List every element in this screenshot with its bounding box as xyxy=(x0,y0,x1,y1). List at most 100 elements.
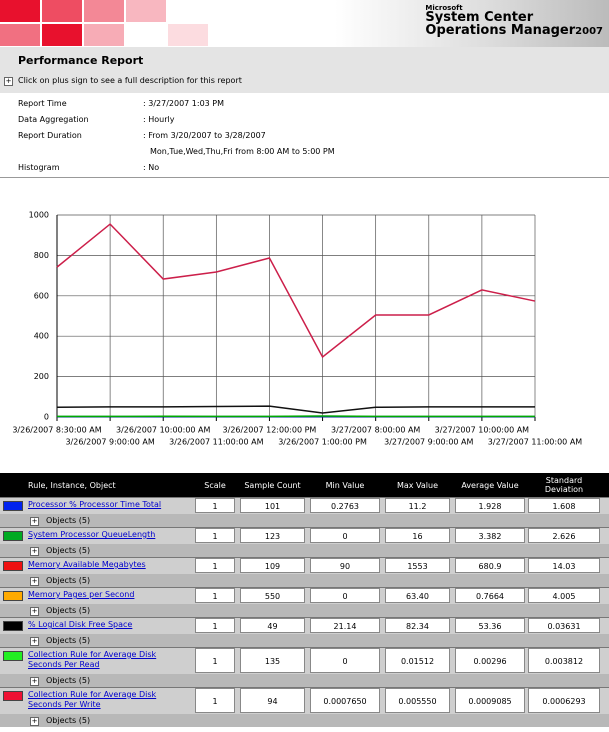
objects-link[interactable]: Objects (5) xyxy=(46,546,91,555)
table-cell: 1 xyxy=(195,618,235,633)
rule-name[interactable]: Processor % Processor Time Total xyxy=(28,500,162,509)
y-tick-label: 400 xyxy=(34,332,49,341)
rule-name[interactable]: Collection Rule for Average Disk Seconds… xyxy=(28,650,157,669)
table-cell: 16 xyxy=(385,528,450,543)
objects-row xyxy=(0,544,609,557)
table-cell: 1 xyxy=(195,648,235,673)
title-band xyxy=(0,47,609,93)
rule-name[interactable]: Collection Rule for Average Disk Seconds… xyxy=(28,690,157,709)
table-cell: 90 xyxy=(310,558,380,573)
table-cell: 0.0006293 xyxy=(528,688,600,713)
table-cell: 21.14 xyxy=(310,618,380,633)
expand-icon[interactable]: + xyxy=(30,637,39,646)
table-cell: 82.34 xyxy=(385,618,450,633)
column-header: Average Value xyxy=(461,481,519,490)
table-cell: 550 xyxy=(240,588,305,603)
objects-row xyxy=(0,634,609,647)
table-cell: 1 xyxy=(195,528,235,543)
color-swatch xyxy=(3,591,23,601)
logo-text: Operations Manager xyxy=(425,23,576,38)
objects-row xyxy=(0,574,609,587)
color-swatch xyxy=(3,561,23,571)
logo-square xyxy=(42,0,82,22)
table-cell: 0.005550 xyxy=(385,688,450,713)
objects-link[interactable]: Objects (5) xyxy=(46,716,91,725)
table-cell: 1 xyxy=(195,588,235,603)
table-cell: 1 xyxy=(195,688,235,713)
logo-square xyxy=(0,0,40,22)
logo-square xyxy=(0,24,40,46)
table-cell: 53.36 xyxy=(455,618,525,633)
objects-link[interactable]: Objects (5) xyxy=(46,636,91,645)
expand-icon[interactable]: + xyxy=(30,677,39,686)
report-hint: Click on plus sign to see a full descrip… xyxy=(18,76,242,85)
table-cell: 1.928 xyxy=(455,498,525,513)
table-cell: 1 xyxy=(195,558,235,573)
color-swatch xyxy=(3,501,23,511)
param-label: Report Duration xyxy=(18,131,82,140)
table-cell: 0.0009085 xyxy=(455,688,525,713)
table-cell: 63.40 xyxy=(385,588,450,603)
x-tick-label: 3/27/2007 10:00:00 AM xyxy=(435,426,530,435)
table-cell: 1 xyxy=(195,498,235,513)
x-tick-label: 3/27/2007 9:00:00 AM xyxy=(384,438,473,447)
expand-icon[interactable]: + xyxy=(30,547,39,556)
expand-icon[interactable]: + xyxy=(30,517,39,526)
param-value: : From 3/20/2007 to 3/28/2007 xyxy=(143,131,266,140)
objects-link[interactable]: Objects (5) xyxy=(46,576,91,585)
table-cell: 49 xyxy=(240,618,305,633)
table-cell: 135 xyxy=(240,648,305,673)
table-cell: 11.2 xyxy=(385,498,450,513)
column-header: Sample Count xyxy=(244,481,301,490)
y-tick-label: 800 xyxy=(34,251,49,260)
color-swatch xyxy=(3,621,23,631)
column-header: Rule, Instance, Object xyxy=(28,481,116,490)
chart: 0 200 400 600 800 1000 3/26/2007 8:30:00 AM 3/2… xyxy=(12,211,582,447)
rule-name[interactable]: System Processor QueueLength xyxy=(28,530,156,539)
table-cell: 1.608 xyxy=(528,498,600,513)
series-line xyxy=(56,405,535,414)
table-header: Rule, Instance, Object Scale Sample Count M… xyxy=(0,473,609,497)
y-tick-label: 200 xyxy=(34,372,49,381)
logo-square xyxy=(84,0,124,22)
y-tick-label: 0 xyxy=(44,413,49,422)
table-cell: 0.0007650 xyxy=(310,688,380,713)
expand-icon[interactable]: + xyxy=(30,717,39,726)
param-label: Data Aggregation xyxy=(18,115,89,124)
param-value: : Hourly xyxy=(143,115,175,124)
x-tick-label: 3/27/2007 8:00:00 AM xyxy=(331,426,420,435)
logo-text: Operations Manager2007 xyxy=(425,24,603,38)
objects-link[interactable]: Objects (5) xyxy=(46,516,91,525)
color-swatch xyxy=(3,691,23,701)
table-cell: 680.9 xyxy=(455,558,525,573)
table-cell: 0.03631 xyxy=(528,618,600,633)
param-value: : 3/27/2007 1:03 PM xyxy=(143,99,225,108)
series-line xyxy=(56,223,536,359)
param-value: : No xyxy=(143,163,160,172)
expand-icon[interactable]: + xyxy=(4,77,13,86)
logo-square xyxy=(126,0,166,22)
rule-name[interactable]: Memory Pages per Second xyxy=(28,590,135,599)
expand-icon[interactable]: + xyxy=(30,607,39,616)
rule-name[interactable]: % Logical Disk Free Space xyxy=(28,620,133,629)
column-header: Scale xyxy=(204,481,226,490)
column-header: Standard Deviation xyxy=(544,476,584,494)
table-cell: 0.2763 xyxy=(310,498,380,513)
objects-link[interactable]: Objects (5) xyxy=(46,676,91,685)
param-value: Mon,Tue,Wed,Thu,Fri from 8:00 AM to 5:00… xyxy=(150,147,335,156)
logo-text: System Center xyxy=(425,10,534,25)
table-cell: 0.01512 xyxy=(385,648,450,673)
header: Microsoft System Center Operations Manag… xyxy=(0,0,609,47)
product-logo: Microsoft System Center Operations Manag… xyxy=(425,4,603,38)
objects-link[interactable]: Objects (5) xyxy=(46,606,91,615)
y-tick-label: 1000 xyxy=(29,211,49,220)
table-cell: 3.382 xyxy=(455,528,525,543)
table-cell: 0.7664 xyxy=(455,588,525,603)
logo-square xyxy=(168,24,208,46)
param-label: Histogram xyxy=(18,163,60,172)
rule-name[interactable]: Memory Available Megabytes xyxy=(28,560,146,569)
objects-row xyxy=(0,714,609,727)
expand-icon[interactable]: + xyxy=(30,577,39,586)
table-cell: 2.626 xyxy=(528,528,600,543)
